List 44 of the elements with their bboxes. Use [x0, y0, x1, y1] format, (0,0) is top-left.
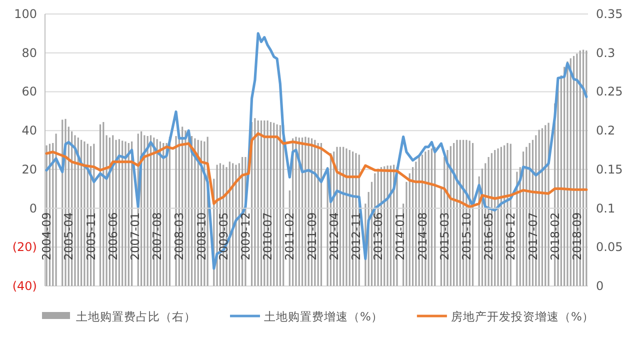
legend-label: 土地购置费增速（%） — [264, 310, 383, 324]
x-tick-label: 2015-10 — [459, 212, 474, 260]
x-tick-label: 2007-08 — [150, 212, 164, 260]
y-tick-label: (20) — [12, 240, 37, 254]
x-tick-label: 2011-09 — [304, 212, 319, 260]
x-tick-label: 2016-05 — [482, 212, 496, 260]
x-tick-label: 2005-11 — [84, 212, 98, 260]
x-tick-label: 2013-06 — [371, 212, 386, 260]
y2-tick-label: 0.2 — [596, 124, 616, 138]
legend-label: 土地购置费占比（右） — [76, 310, 196, 324]
y-tick-label: 100 — [14, 7, 37, 21]
x-tick-label: 2015-03 — [437, 212, 452, 260]
x-tick-label: 2018-02 — [548, 212, 562, 260]
x-tick-label: 2009-05 — [216, 212, 230, 260]
y2-tick-label: 0.3 — [596, 46, 616, 60]
x-tick-label: 2010-07 — [260, 212, 275, 260]
y2-tick-label: 0.35 — [596, 7, 623, 21]
x-tick-label: 2006-06 — [106, 212, 120, 260]
x-tick-label: 2012-04 — [326, 212, 341, 260]
x-tick-label: 2005-04 — [62, 212, 76, 260]
x-tick-label: 2007-01 — [128, 212, 142, 260]
y2-tick-label: 0.25 — [596, 84, 623, 99]
y-tick-label: 80 — [22, 46, 37, 60]
x-tick-label: 2008-10 — [194, 212, 208, 260]
x-tick-label: 2018-09 — [570, 212, 584, 260]
y2-tick-label: 0.05 — [596, 240, 623, 254]
x-tick-label: 2017-07 — [526, 212, 540, 260]
y2-tick-label: 0 — [596, 279, 604, 293]
x-tick-label: 2009-12 — [238, 212, 252, 260]
x-tick-label: 2016-12 — [504, 212, 518, 260]
y-tick-label: (40) — [12, 279, 37, 293]
y2-tick-label: 0.1 — [596, 201, 616, 216]
y2-tick-label: 0.15 — [596, 162, 623, 176]
legend-label: 房地产开发投资增速（%） — [450, 310, 594, 324]
x-tick-label: 2008-03 — [172, 212, 186, 260]
x-tick-label: 2012-11 — [348, 212, 363, 260]
x-tick-label: 2004-09 — [40, 212, 54, 260]
y-tick-label: 60 — [22, 84, 37, 99]
x-tick-label: 2014-08 — [415, 212, 430, 260]
x-tick-label: 2011-02 — [282, 212, 297, 260]
y-tick-label: 0 — [29, 201, 37, 216]
y-tick-label: 40 — [22, 124, 37, 138]
y-tick-label: 20 — [22, 162, 37, 176]
x-tick-label: 2014-01 — [393, 212, 408, 260]
